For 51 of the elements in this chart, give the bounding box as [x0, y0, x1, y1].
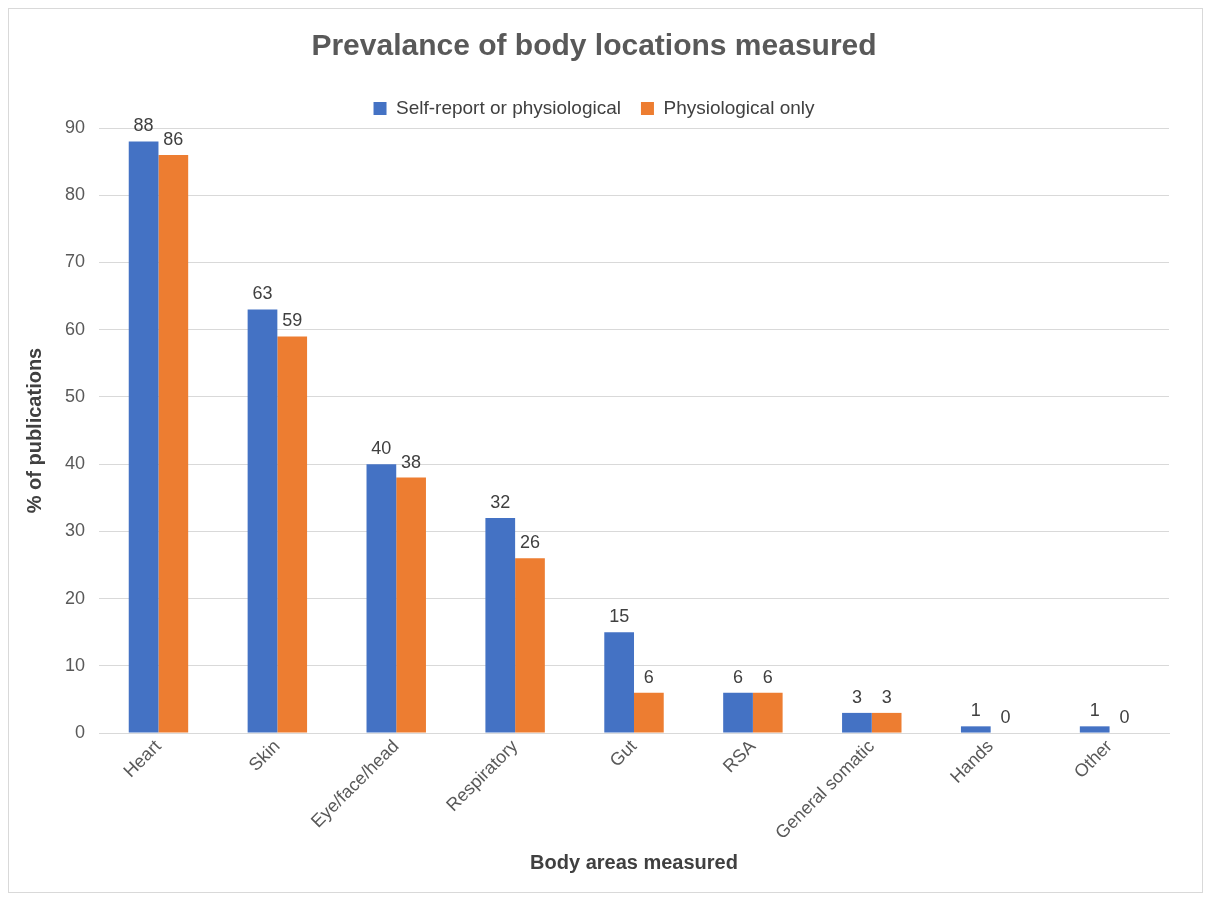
- x-axis-title: Body areas measured: [530, 850, 738, 873]
- data-label: 86: [163, 128, 184, 149]
- bar: [634, 692, 664, 733]
- y-tick-label: 10: [64, 654, 86, 675]
- bar: [128, 141, 159, 733]
- legend-label: Physiological only: [663, 96, 815, 118]
- bar: [723, 692, 753, 733]
- data-label: 1: [970, 700, 981, 721]
- bar: [871, 712, 902, 733]
- bar: [842, 712, 872, 733]
- y-axis-title: % of publications: [22, 347, 45, 514]
- y-tick-label: 50: [64, 385, 86, 406]
- y-tick-label: 30: [64, 520, 86, 541]
- bar: [158, 154, 189, 733]
- bar: [604, 632, 635, 733]
- bar: [247, 309, 278, 733]
- data-label: 63: [252, 283, 273, 304]
- data-label: 3: [851, 686, 862, 707]
- bar: [277, 336, 308, 733]
- bar: [366, 464, 397, 733]
- data-label: 3: [881, 686, 892, 707]
- data-label: 1: [1089, 700, 1100, 721]
- bar: [485, 517, 516, 733]
- x-tick-label: Gut: [605, 735, 641, 771]
- chart-title: Prevalance of body locations measured: [311, 28, 877, 62]
- y-tick-label: 20: [64, 587, 86, 608]
- data-label: 6: [643, 666, 654, 687]
- y-tick-label: 60: [64, 318, 86, 339]
- bar: [752, 692, 783, 733]
- data-label: 0: [1000, 707, 1011, 728]
- data-label: 6: [733, 666, 744, 687]
- data-label: 6: [762, 666, 773, 687]
- y-tick-label: 80: [64, 184, 86, 205]
- data-label: 40: [371, 438, 392, 459]
- bar: [1079, 726, 1110, 733]
- data-label: 26: [519, 532, 540, 553]
- data-label: 59: [282, 310, 303, 331]
- bar: [960, 726, 991, 733]
- y-tick-label: 0: [75, 722, 86, 743]
- data-label: 15: [609, 606, 630, 627]
- y-tick-label: 40: [64, 453, 86, 474]
- data-label: 38: [401, 451, 422, 472]
- x-tick-label: Skin: [244, 735, 284, 775]
- data-label: 32: [490, 491, 511, 512]
- y-tick-label: 90: [64, 116, 86, 137]
- data-label: 88: [133, 115, 154, 136]
- data-label: 0: [1119, 707, 1130, 728]
- bar: [396, 477, 426, 733]
- bar: [515, 558, 545, 733]
- legend-label: Self-report or physiological: [396, 96, 621, 118]
- y-tick-label: 70: [64, 251, 86, 272]
